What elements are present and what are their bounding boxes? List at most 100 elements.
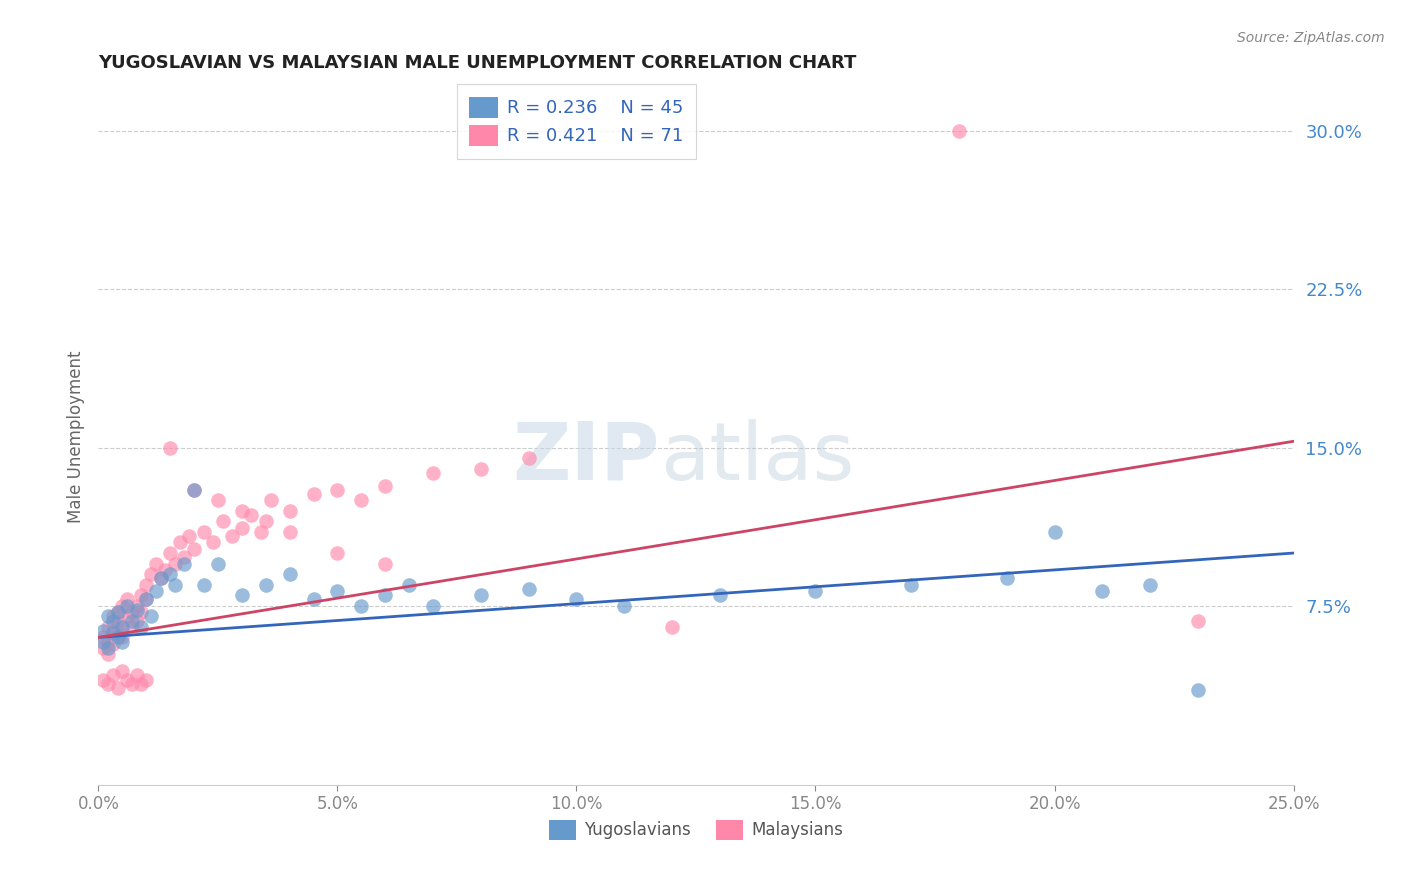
Point xyxy=(202,535,225,549)
Point xyxy=(183,483,205,497)
Point xyxy=(259,493,281,508)
Point xyxy=(254,515,277,529)
Point xyxy=(107,605,129,619)
Point xyxy=(131,620,153,634)
Point xyxy=(131,677,153,691)
Point xyxy=(91,634,114,648)
Y-axis label: Male Unemployment: Male Unemployment xyxy=(66,351,84,524)
Point xyxy=(231,504,253,518)
Point xyxy=(101,668,124,682)
Point xyxy=(135,673,157,687)
Point xyxy=(422,599,444,613)
Point xyxy=(107,614,129,628)
Point xyxy=(125,603,148,617)
Point xyxy=(173,557,195,571)
Point xyxy=(1043,524,1066,539)
Point xyxy=(115,673,138,687)
Point xyxy=(302,592,325,607)
Point xyxy=(139,567,162,582)
Point xyxy=(565,592,588,607)
Point xyxy=(111,634,134,648)
Point xyxy=(97,647,120,661)
Point xyxy=(135,577,157,591)
Point xyxy=(183,483,205,497)
Point xyxy=(145,557,167,571)
Point xyxy=(107,626,129,640)
Point xyxy=(374,478,396,492)
Point xyxy=(1187,614,1209,628)
Point xyxy=(900,577,922,591)
Point xyxy=(326,483,349,497)
Point xyxy=(1091,584,1114,599)
Point xyxy=(125,599,148,613)
Point xyxy=(115,599,138,613)
Point xyxy=(193,577,215,591)
Point xyxy=(121,620,143,634)
Point xyxy=(149,571,172,585)
Point xyxy=(995,571,1018,585)
Point xyxy=(121,614,143,628)
Point xyxy=(91,631,114,645)
Point xyxy=(374,557,396,571)
Point xyxy=(207,493,229,508)
Point xyxy=(107,631,129,645)
Point xyxy=(517,451,540,466)
Point xyxy=(207,557,229,571)
Point xyxy=(948,124,970,138)
Point xyxy=(121,605,143,619)
Point xyxy=(101,637,124,651)
Text: atlas: atlas xyxy=(661,419,855,497)
Point xyxy=(470,461,492,475)
Point xyxy=(159,441,181,455)
Point xyxy=(211,515,233,529)
Point xyxy=(302,487,325,501)
Point xyxy=(111,631,134,645)
Point xyxy=(613,599,636,613)
Point xyxy=(91,624,114,638)
Point xyxy=(101,626,124,640)
Point xyxy=(179,529,201,543)
Point xyxy=(135,592,157,607)
Point xyxy=(221,529,243,543)
Point xyxy=(254,577,277,591)
Point xyxy=(111,664,134,678)
Point xyxy=(97,620,120,634)
Point xyxy=(1139,577,1161,591)
Point xyxy=(115,592,138,607)
Point xyxy=(97,609,120,624)
Point xyxy=(804,584,827,599)
Point xyxy=(125,614,148,628)
Point xyxy=(661,620,683,634)
Point xyxy=(350,599,373,613)
Text: ZIP: ZIP xyxy=(513,419,661,497)
Text: YUGOSLAVIAN VS MALAYSIAN MALE UNEMPLOYMENT CORRELATION CHART: YUGOSLAVIAN VS MALAYSIAN MALE UNEMPLOYME… xyxy=(98,54,856,72)
Point xyxy=(517,582,540,596)
Point xyxy=(193,524,215,539)
Point xyxy=(326,584,349,599)
Point xyxy=(115,609,138,624)
Point xyxy=(111,599,134,613)
Point xyxy=(131,605,153,619)
Point xyxy=(173,550,195,565)
Legend: Yugoslavians, Malaysians: Yugoslavians, Malaysians xyxy=(543,814,849,847)
Point xyxy=(155,563,177,577)
Text: Source: ZipAtlas.com: Source: ZipAtlas.com xyxy=(1237,31,1385,45)
Point xyxy=(111,620,134,634)
Point xyxy=(91,640,114,655)
Point xyxy=(169,535,191,549)
Point xyxy=(231,521,253,535)
Point xyxy=(398,577,420,591)
Point xyxy=(278,524,301,539)
Point xyxy=(97,640,120,655)
Point xyxy=(125,668,148,682)
Point xyxy=(91,673,114,687)
Point xyxy=(422,466,444,480)
Point xyxy=(97,677,120,691)
Point xyxy=(159,567,181,582)
Point xyxy=(240,508,263,522)
Point xyxy=(107,605,129,619)
Point xyxy=(470,588,492,602)
Point xyxy=(131,588,153,602)
Point xyxy=(101,614,124,628)
Point xyxy=(374,588,396,602)
